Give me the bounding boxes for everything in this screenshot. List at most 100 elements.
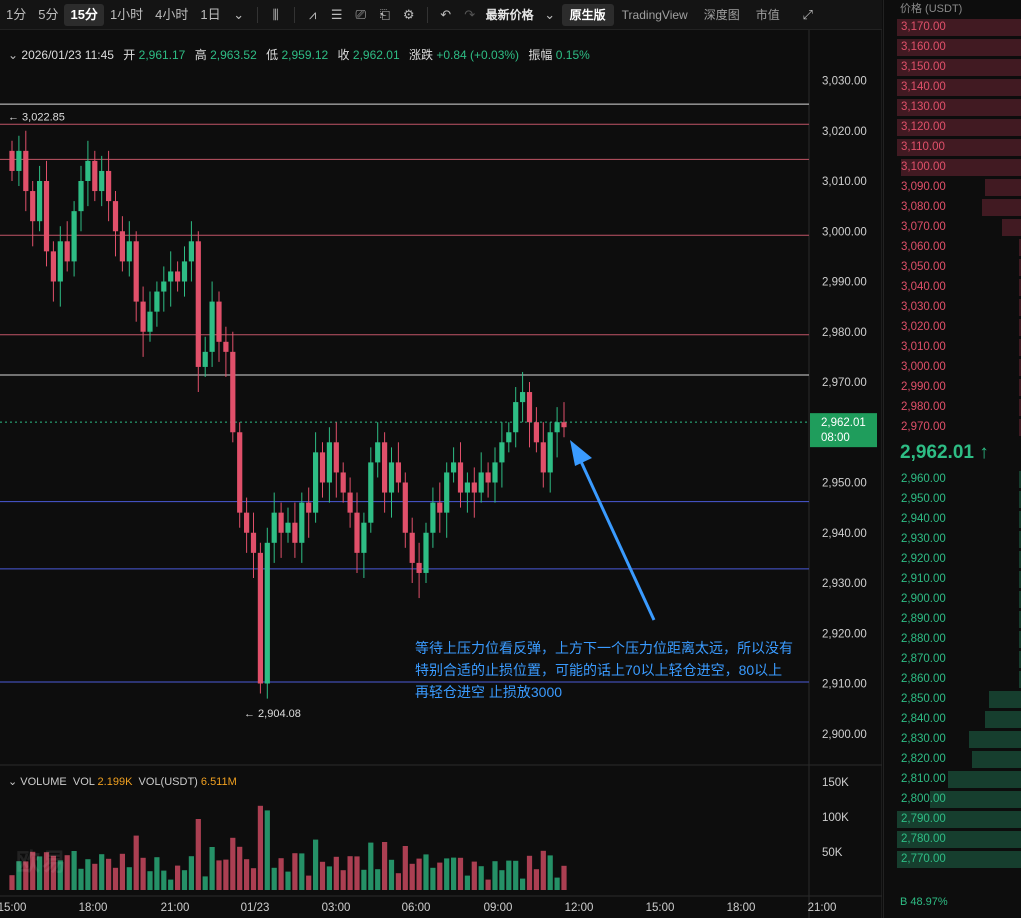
orderbook-ask-row[interactable]: 3,040.00: [890, 278, 1021, 297]
orderbook-ask-row[interactable]: 3,050.00: [890, 258, 1021, 277]
orderbook-ask-row[interactable]: 3,010.00: [890, 338, 1021, 357]
candle-body: [78, 181, 84, 212]
orderbook-price: 2,800.00: [901, 793, 946, 805]
timeframe-1h[interactable]: 1小时: [109, 6, 144, 22]
orderbook-bid-row[interactable]: 2,950.00: [890, 490, 1021, 509]
timeframe-1m[interactable]: 1分: [6, 6, 27, 22]
indicator-icon[interactable]: ⩘: [308, 6, 317, 22]
timeframe-4h[interactable]: 4小时: [155, 6, 189, 22]
current-price-tag-price: 2,962.01: [821, 417, 866, 429]
orderbook-ask-row[interactable]: 3,070.00: [890, 218, 1021, 237]
candle-body: [409, 532, 415, 563]
candle-body: [333, 442, 339, 473]
volume-bar: [306, 875, 312, 890]
orderbook-ask-row[interactable]: 3,130.00: [890, 98, 1021, 117]
candle-body: [526, 392, 533, 423]
orderbook-bid-row[interactable]: 2,940.00: [890, 510, 1021, 529]
tab-tradingview[interactable]: TradingView: [621, 7, 688, 22]
orderbook-ask-row[interactable]: 3,140.00: [890, 78, 1021, 97]
chevron-down-icon[interactable]: ⌄: [544, 6, 556, 22]
timeframe-15m[interactable]: 15分: [64, 3, 104, 26]
tab-depth[interactable]: 深度图: [703, 7, 740, 22]
orderbook-ask-row[interactable]: 3,120.00: [890, 118, 1021, 137]
candle-type-icon[interactable]: ⫼: [272, 6, 279, 22]
template-icon[interactable]: ⎗: [379, 6, 390, 22]
chart-annotation: 等待上压力位看反弹，上方下一个压力位距离太远，所以没有特别合适的止损位置，可能的…: [415, 640, 793, 700]
orderbook-bid-row[interactable]: 2,830.00: [890, 730, 1021, 749]
volume-bar: [216, 860, 222, 890]
orderbook-bid-row[interactable]: 2,780.00: [890, 830, 1021, 849]
settings-list-icon[interactable]: ☰: [330, 6, 343, 22]
orderbook-bid-row[interactable]: 2,800.00: [890, 790, 1021, 809]
tab-native[interactable]: 原生版: [561, 3, 614, 26]
orderbook-bid-row[interactable]: 2,870.00: [890, 650, 1021, 669]
candle-body: [299, 502, 305, 543]
depth-bar: [1019, 671, 1021, 688]
orderbook-ask-row[interactable]: 2,990.00: [890, 378, 1021, 397]
draw-tool-icon[interactable]: ⎚: [355, 6, 366, 22]
orderbook-bid-row[interactable]: 2,810.00: [890, 770, 1021, 789]
orderbook-bid-row[interactable]: 2,790.00: [890, 810, 1021, 829]
time-axis-label: 21:00: [808, 902, 837, 914]
orderbook-bid-row[interactable]: 2,850.00: [890, 690, 1021, 709]
volume-bar: [257, 805, 263, 890]
orderbook-bid-row[interactable]: 2,840.00: [890, 710, 1021, 729]
candlestick-chart[interactable]: ← 3,022.85 ← 2,904.08 3,030.00 3,020.00 3,01…: [0, 30, 882, 918]
orderbook-ask-row[interactable]: 3,080.00: [890, 198, 1021, 217]
volume-bar: [340, 870, 346, 890]
volume-bar: [30, 851, 36, 890]
orderbook-bid-row[interactable]: 2,880.00: [890, 630, 1021, 649]
depth-bar: [1019, 239, 1021, 256]
candle-body: [23, 150, 29, 192]
orderbook-ask-row[interactable]: 3,020.00: [890, 318, 1021, 337]
open-label: 开: [123, 48, 136, 62]
depth-bar: [1019, 611, 1021, 628]
orderbook-ask-row[interactable]: 3,030.00: [890, 298, 1021, 317]
collapse-icon[interactable]: ⌄: [8, 48, 19, 62]
candle-body: [175, 271, 181, 282]
volume-bar: [133, 835, 139, 890]
volume-bar: [23, 861, 29, 890]
candle-body: [306, 502, 312, 513]
price-mode-select[interactable]: 最新价格: [485, 8, 534, 22]
orderbook-ask-row[interactable]: 3,000.00: [890, 358, 1021, 377]
chevron-down-icon[interactable]: ⌄: [233, 6, 245, 22]
timeframe-1d[interactable]: 1日: [200, 6, 221, 22]
orderbook-bid-row[interactable]: 2,860.00: [890, 670, 1021, 689]
orderbook-bid-row[interactable]: 2,890.00: [890, 610, 1021, 629]
depth-bar: [1002, 219, 1021, 236]
orderbook-ask-row[interactable]: 3,100.00: [890, 158, 1021, 177]
orderbook-price: 3,130.00: [901, 101, 946, 113]
orderbook-ask-row[interactable]: 3,170.00: [890, 18, 1021, 37]
orderbook-ask-row[interactable]: 3,160.00: [890, 38, 1021, 57]
volume-bar: [299, 853, 305, 890]
tab-market-cap[interactable]: 市值: [755, 7, 780, 22]
orderbook-ask-row[interactable]: 2,980.00: [890, 398, 1021, 417]
orderbook-bid-row[interactable]: 2,930.00: [890, 530, 1021, 549]
orderbook-ask-row[interactable]: 3,060.00: [890, 238, 1021, 257]
orderbook-ask-row[interactable]: 3,090.00: [890, 178, 1021, 197]
volume-bar: [333, 856, 339, 890]
vol-usdt-value: 6.511M: [200, 776, 237, 788]
gear-icon[interactable]: ⚙: [402, 6, 415, 22]
orderbook-bid-row[interactable]: 2,910.00: [890, 570, 1021, 589]
orderbook-price: 3,030.00: [901, 301, 946, 313]
volume-label: VOLUME: [20, 776, 67, 788]
volume-bar: [112, 867, 119, 890]
orderbook-bid-row[interactable]: 2,770.00: [890, 850, 1021, 869]
orderbook-ask-row[interactable]: 2,970.00: [890, 418, 1021, 437]
collapse-icon[interactable]: ⌄: [8, 776, 18, 788]
orderbook-ask-row[interactable]: 3,110.00: [890, 138, 1021, 157]
redo-icon[interactable]: ↷: [464, 6, 476, 22]
depth-bar: [900, 159, 1021, 176]
fullscreen-icon[interactable]: ⤢: [802, 6, 813, 22]
orderbook-bid-row[interactable]: 2,900.00: [890, 590, 1021, 609]
candle-body: [264, 542, 270, 684]
timeframe-5m[interactable]: 5分: [38, 6, 59, 22]
volume-bar: [202, 876, 208, 890]
orderbook-bid-row[interactable]: 2,820.00: [890, 750, 1021, 769]
orderbook-ask-row[interactable]: 3,150.00: [890, 58, 1021, 77]
orderbook-bid-row[interactable]: 2,960.00: [890, 470, 1021, 489]
undo-icon[interactable]: ↶: [440, 6, 452, 22]
orderbook-bid-row[interactable]: 2,920.00: [890, 550, 1021, 569]
